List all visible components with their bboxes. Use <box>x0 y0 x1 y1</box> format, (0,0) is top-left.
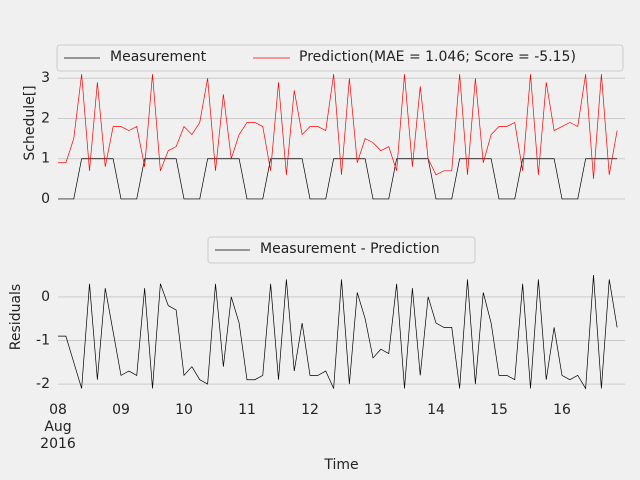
y-tick-label: 0 <box>41 289 50 305</box>
legend-label: Prediction(MAE = 1.046; Score = -5.15) <box>299 49 576 65</box>
legend-box <box>207 236 476 264</box>
series-line <box>58 74 618 179</box>
x-tick-line: 13 <box>364 402 382 418</box>
x-tick-line: 12 <box>301 402 319 418</box>
x-axis-label: Time <box>323 457 358 473</box>
x-tick-label: 09 <box>112 402 130 418</box>
y-tick-label: 3 <box>41 70 50 86</box>
x-tick-line: Aug <box>44 419 71 435</box>
x-tick-label: 16 <box>553 402 571 418</box>
x-tick-label: 14 <box>427 402 445 418</box>
x-tick-line: 10 <box>175 402 193 418</box>
x-tick-label: 12 <box>301 402 319 418</box>
y-tick-label: -2 <box>36 376 50 392</box>
legend-box <box>56 44 624 72</box>
x-tick-line: 15 <box>490 402 508 418</box>
x-tick-label: 11 <box>238 402 256 418</box>
x-tick-line: 11 <box>238 402 256 418</box>
x-tick-line: 09 <box>112 402 130 418</box>
y-tick-label: 1 <box>41 151 50 167</box>
x-tick-line: 2016 <box>40 436 76 452</box>
y-tick-label: -1 <box>36 332 50 348</box>
legend-label: Measurement - Prediction <box>260 241 440 257</box>
y-axis-label: Schedule[] <box>22 85 38 160</box>
y-axis-label: Residuals <box>8 284 24 350</box>
y-tick-label: 0 <box>41 191 50 207</box>
x-tick-label: 13 <box>364 402 382 418</box>
legend-label: Measurement <box>110 49 207 65</box>
x-tick-label: 10 <box>175 402 193 418</box>
x-tick-line: 16 <box>553 402 571 418</box>
y-tick-label: 2 <box>41 110 50 126</box>
x-tick-label: 08 Aug 2016 <box>40 402 76 452</box>
series-line <box>58 275 618 390</box>
x-tick-line: 14 <box>427 402 445 418</box>
x-tick-line: 08 <box>49 402 67 418</box>
x-tick-label: 15 <box>490 402 508 418</box>
